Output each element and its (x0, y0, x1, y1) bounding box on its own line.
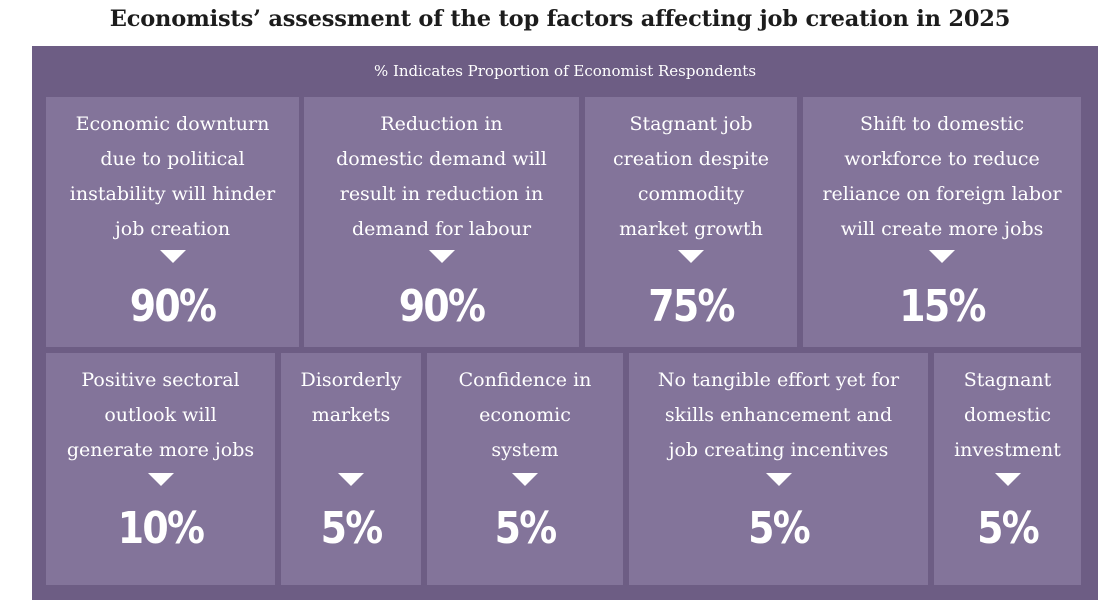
chart-title: Economists’ assessment of the top factor… (109, 6, 1011, 32)
factor-tile: Stagnant domestic investment 5% (934, 353, 1081, 585)
factor-label: Stagnant job creation despite commodity mar… (589, 107, 793, 247)
factor-label: Shift to domestic workforce to reduce reli… (807, 107, 1077, 247)
factor-tile: Positive sectoral outlook will generate mo… (46, 353, 275, 585)
factor-label-line: result in reduction in (339, 183, 544, 205)
down-arrow-icon (338, 473, 364, 486)
factor-label-line: job creating incentives (668, 439, 889, 461)
factor-label-line: due to political (100, 148, 245, 170)
factor-tile: Reduction in domestic demand will result i… (304, 97, 579, 347)
factor-tile: No tangible effort yet for skills enhance… (629, 353, 928, 585)
factor-label-line: demand for labour (351, 218, 532, 240)
factor-label: Positive sectoral outlook will generate mo… (50, 363, 271, 468)
down-arrow-icon (147, 473, 174, 486)
factor-label-line: skills enhancement and (664, 404, 893, 426)
factor-label-line: creation despite (613, 148, 769, 170)
factor-label-line: Economic downturn (75, 113, 270, 135)
factor-label: No tangible effort yet for skills enhance… (633, 363, 924, 468)
factor-label-line: Disorderly (300, 369, 402, 391)
down-arrow-icon (929, 250, 955, 263)
factor-label: Reduction in domestic demand will result i… (308, 107, 575, 247)
factor-label: Disorderly markets (285, 363, 417, 433)
factor-label-line: Shift to domestic (859, 113, 1025, 135)
down-arrow-icon (994, 473, 1021, 486)
factor-tile: Disorderly markets 5% (281, 353, 421, 585)
factor-percentage: 10% (117, 503, 205, 554)
factor-percentage: 5% (494, 503, 558, 554)
factor-percentage: 5% (320, 503, 384, 554)
factor-tile: Confidence in economic system 5% (427, 353, 623, 585)
factor-label: Confidence in economic system (431, 363, 619, 468)
factor-label-line: Stagnant job (629, 113, 753, 135)
factor-percentage: 90% (398, 281, 486, 332)
factor-label-line: domestic demand will (336, 148, 547, 170)
down-arrow-icon (428, 250, 455, 263)
factor-label-line: commodity (637, 183, 745, 205)
factor-percentage: 15% (899, 281, 986, 332)
factor-label-line: market growth (619, 218, 763, 240)
down-arrow-icon (512, 473, 538, 486)
factor-label-line: reliance on foreign labor (822, 183, 1062, 205)
factor-label-line: Stagnant (963, 369, 1052, 391)
chart-panel: % Indicates Proportion of Economist Resp… (32, 46, 1098, 600)
factor-label-line: Reduction in (380, 113, 503, 135)
factor-label-line: job creation (114, 218, 231, 240)
factor-label-line: generate more jobs (66, 439, 255, 461)
down-arrow-icon (678, 250, 704, 263)
factor-label-line: investment (954, 439, 1061, 461)
factor-label-line: economic (479, 404, 571, 426)
factor-tile: Shift to domestic workforce to reduce reli… (803, 97, 1081, 347)
factor-label-line: outlook will (104, 404, 217, 426)
factor-label-line: will create more jobs (840, 218, 1044, 240)
chart-subtitle: % Indicates Proportion of Economist Resp… (373, 62, 757, 80)
factor-percentage: 5% (977, 503, 1040, 554)
factor-label-line: Confidence in (458, 369, 592, 391)
factor-percentage: 90% (129, 281, 217, 332)
factor-label-line: markets (311, 404, 391, 426)
factor-label-line: instability will hinder (69, 183, 276, 205)
factor-label-line: No tangible effort yet for (657, 369, 900, 391)
factor-label-line: Positive sectoral (81, 369, 240, 391)
factor-label-line: workforce to reduce (844, 148, 1040, 170)
factor-label: Stagnant domestic investment (938, 363, 1077, 468)
down-arrow-icon (159, 250, 186, 263)
factor-percentage: 5% (748, 503, 811, 554)
factor-tile: Economic downturn due to political instabi… (46, 97, 299, 347)
factor-label-line: system (491, 439, 559, 461)
factor-label: Economic downturn due to political instabi… (50, 107, 295, 247)
down-arrow-icon (765, 473, 792, 486)
factor-percentage: 75% (648, 281, 735, 332)
factor-label-line: domestic (964, 404, 1051, 426)
factor-tile: Stagnant job creation despite commodity mar… (585, 97, 797, 347)
